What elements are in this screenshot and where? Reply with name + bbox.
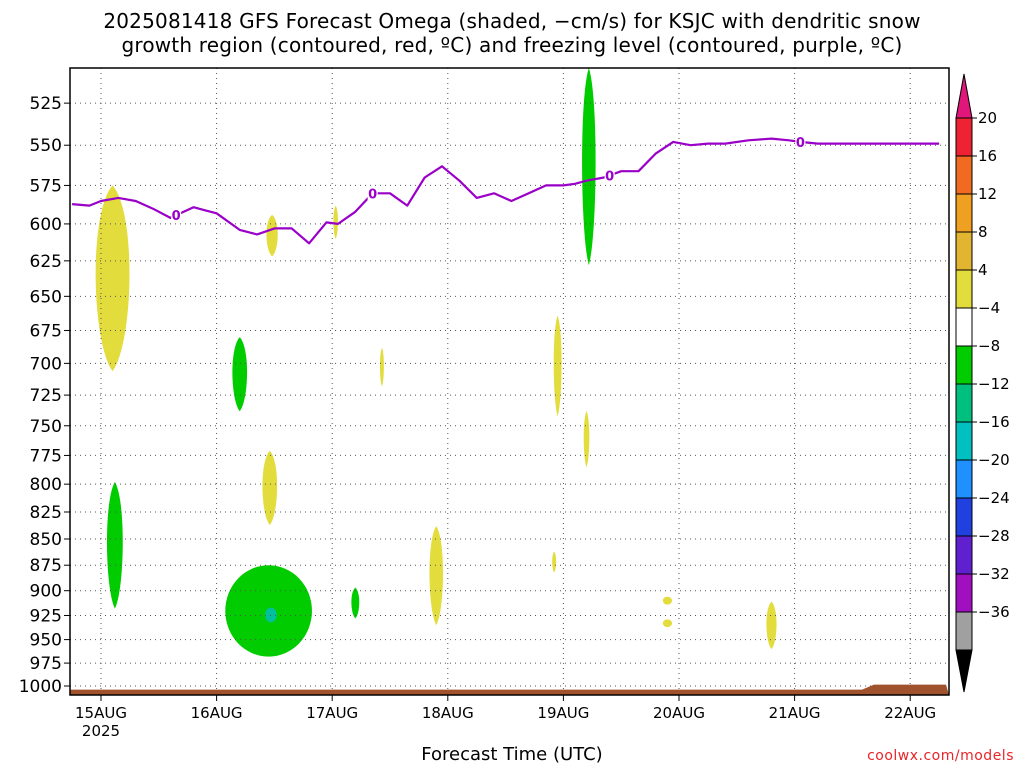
colorbar-label: −28 <box>978 527 1010 545</box>
omega-region-green <box>232 337 248 412</box>
x-tick-label: 16AUG <box>191 704 243 722</box>
x-tick-label: 21AUG <box>769 704 821 722</box>
colorbar-swatch <box>955 155 973 195</box>
y-tick-label: 750 <box>30 417 62 437</box>
colorbar-swatch <box>955 193 973 233</box>
omega-region-yellow <box>95 185 130 372</box>
y-tick-label: 650 <box>30 287 62 307</box>
y-tick-label: 575 <box>30 176 62 196</box>
colorbar-label: 16 <box>978 147 997 165</box>
ground-surface <box>70 684 949 695</box>
colorbar-label: −36 <box>978 603 1010 621</box>
omega-region-yellow <box>333 205 338 239</box>
colorbar-label: −4 <box>978 299 1000 317</box>
colorbar-swatch <box>955 459 973 499</box>
colorbar-label: −20 <box>978 451 1010 469</box>
freezing-level-label: 0 <box>368 187 377 202</box>
y-tick-label: 625 <box>30 252 62 272</box>
x-axis-label: Forecast Time (UTC) <box>421 744 603 765</box>
omega-region-green <box>582 68 596 266</box>
freezing-label-bg <box>171 208 182 223</box>
omega-region-yellow <box>662 596 673 605</box>
y-tick-label: 800 <box>30 475 62 495</box>
y-tick-label: 950 <box>30 631 62 651</box>
plot-frame <box>69 67 950 696</box>
omega-region-yellow <box>266 214 278 257</box>
freezing-level-label: 0 <box>605 169 614 184</box>
colorbar-swatch <box>955 269 973 309</box>
x-tick-label: 17AUG <box>306 704 358 722</box>
x-tick-label: 22AUG <box>884 704 936 722</box>
colorbar-label: −24 <box>978 489 1010 507</box>
freezing-level-label: 0 <box>172 209 181 224</box>
omega-region-yellow <box>583 411 590 468</box>
y-tick-label: 975 <box>30 654 62 674</box>
freezing-level-line <box>72 137 940 245</box>
y-tick-label: 850 <box>30 530 62 550</box>
omega-region-yellow <box>552 551 557 573</box>
freezing-label-bg <box>795 134 806 149</box>
x-tick-label: 20AUG <box>653 704 705 722</box>
y-tick-label: 900 <box>30 582 62 602</box>
y-tick-label: 550 <box>30 136 62 156</box>
y-tick-label: 700 <box>30 354 62 374</box>
y-tick-label: 525 <box>30 94 62 114</box>
y-tick-label: 875 <box>30 556 62 576</box>
omega-region-teal <box>265 607 277 623</box>
colorbar-swatch <box>955 231 973 271</box>
colorbar-swatch <box>955 497 973 537</box>
freezing-label-bg <box>367 186 378 201</box>
y-tick-label: 925 <box>30 606 62 626</box>
y-tick-label: 775 <box>30 446 62 466</box>
colorbar-label: −8 <box>978 337 1000 355</box>
x-tick-label: 15AUG <box>75 704 127 722</box>
plot-background <box>70 68 949 695</box>
colorbar-label: 12 <box>978 185 997 203</box>
colorbar-swatch <box>955 307 973 347</box>
chart-title-line-1: 2025081418 GFS Forecast Omega (shaded, −… <box>103 9 921 33</box>
colorbar-swatch <box>955 345 973 385</box>
omega-region-yellow <box>429 526 444 626</box>
colorbar-label: 8 <box>978 223 988 241</box>
colorbar-arrow-top <box>955 73 973 119</box>
x-year-label: 2025 <box>82 722 120 740</box>
y-tick-label: 600 <box>30 215 62 235</box>
colorbar-label: 4 <box>978 261 988 279</box>
colorbar-arrow-bottom <box>955 649 973 693</box>
omega-region-green <box>106 481 123 609</box>
freezing-level-label: 0 <box>796 136 805 151</box>
omega-region-yellow <box>553 315 562 417</box>
omega-region-yellow <box>262 450 278 526</box>
colorbar-label: −16 <box>978 413 1010 431</box>
credit-text: coolwx.com/models <box>867 748 1014 764</box>
colorbar-swatch <box>955 535 973 575</box>
x-tick-label: 19AUG <box>537 704 589 722</box>
omega-region-yellow <box>379 347 384 387</box>
omega-region-yellow <box>766 601 777 650</box>
colorbar-label: −12 <box>978 375 1010 393</box>
freezing-label-bg <box>604 168 615 183</box>
colorbar-swatch <box>955 573 973 613</box>
colorbar-swatch <box>955 421 973 461</box>
y-tick-label: 675 <box>30 321 62 341</box>
colorbar-swatch <box>955 383 973 423</box>
y-tick-label: 725 <box>30 386 62 406</box>
y-tick-label: 825 <box>30 503 62 523</box>
colorbar-swatch <box>955 611 973 651</box>
x-tick-label: 18AUG <box>422 704 474 722</box>
colorbar-label: −32 <box>978 565 1010 583</box>
omega-region-green <box>351 587 360 619</box>
colorbar-label: 20 <box>978 109 997 127</box>
omega-region-yellow <box>662 619 673 628</box>
chart-title-line-2: growth region (contoured, red, ºC) and f… <box>121 33 903 57</box>
y-tick-label: 1000 <box>19 677 62 697</box>
colorbar-swatch <box>955 117 973 157</box>
